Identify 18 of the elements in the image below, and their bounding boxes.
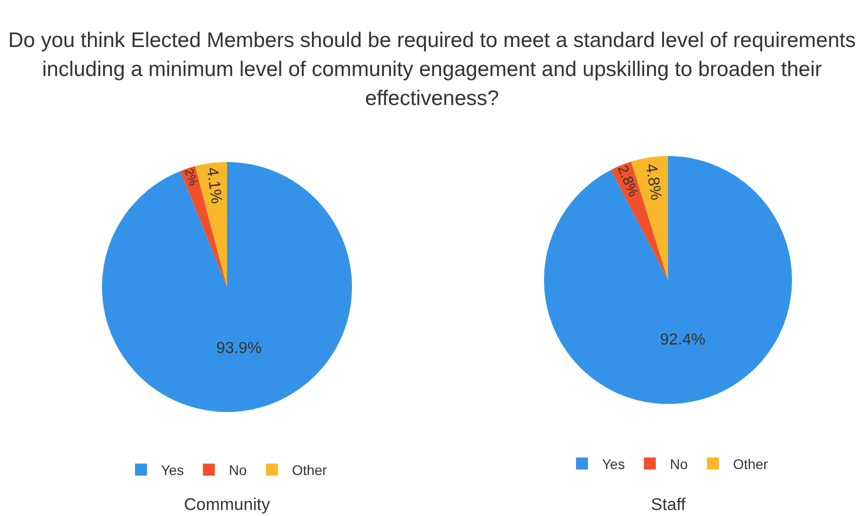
pie-slice <box>102 162 352 412</box>
legend-label: No <box>670 456 688 472</box>
text: Do you think Elected Members should be required to meet a standard level of requirements including a minimum level of community engagement and upskilling to broaden their effectiveness? <box>7 28 857 112</box>
data-label: 2% <box>182 166 201 188</box>
data-label: 4.1% <box>203 166 225 205</box>
data-label: 93.9% <box>216 340 262 357</box>
pie-slice <box>180 166 227 287</box>
data-label: 92.4% <box>660 332 706 349</box>
legend-label: Other <box>292 462 328 478</box>
legend-label: Yes <box>602 456 625 472</box>
data-label: 2.8% <box>614 163 642 200</box>
data-label: 4.8% <box>642 162 664 202</box>
text: Community <box>184 495 270 514</box>
text: Staff <box>651 495 686 514</box>
legend-label: No <box>228 462 247 478</box>
legend-label: Other <box>732 456 768 472</box>
pie-slice <box>544 156 792 404</box>
legend-label: Yes <box>161 462 184 478</box>
